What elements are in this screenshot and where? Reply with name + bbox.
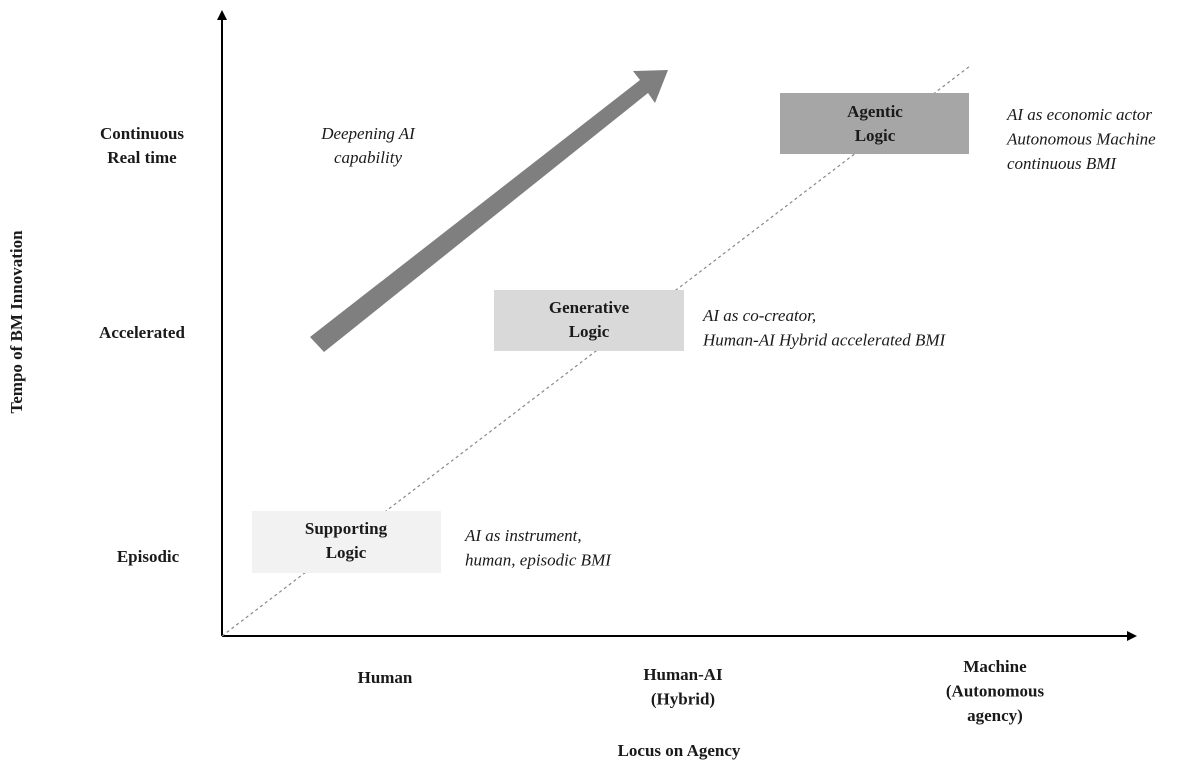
y-axis-title: Tempo of BM Innovation [7,230,26,414]
logic-description: AI as instrument, [464,526,582,545]
logic-name: Logic [855,126,896,145]
logic-description: human, episodic BMI [465,550,612,569]
x-level-label: (Autonomous [946,681,1045,700]
trend-label: Deepening AI [320,124,416,143]
generative-box [494,290,684,351]
logic-description: Human-AI Hybrid accelerated BMI [702,330,947,349]
x-level-label: (Hybrid) [651,689,715,708]
logic-description: AI as economic actor [1006,105,1152,124]
trend-label: capability [334,148,402,167]
x-level-label: Human-AI [643,665,723,684]
logic-name: Supporting [305,519,388,538]
agentic-box [780,93,969,154]
logic-description: continuous BMI [1007,154,1117,173]
x-level-label: Human [358,668,413,687]
y-level-label: Episodic [117,547,180,566]
supporting-box [252,511,441,573]
logic-name: Logic [326,543,367,562]
logic-name: Agentic [847,102,903,121]
logic-description: Autonomous Machine [1006,129,1156,148]
logic-name: Logic [569,322,610,341]
y-level-label: Real time [107,148,177,167]
x-level-label: agency) [967,706,1023,725]
y-level-label: Continuous [100,124,184,143]
y-level-label: Accelerated [99,323,185,342]
logic-description: AI as co-creator, [702,306,816,325]
x-axis-title: Locus on Agency [618,741,741,760]
logic-name: Generative [549,298,630,317]
x-level-label: Machine [963,657,1027,676]
trend-arrow [310,70,668,352]
